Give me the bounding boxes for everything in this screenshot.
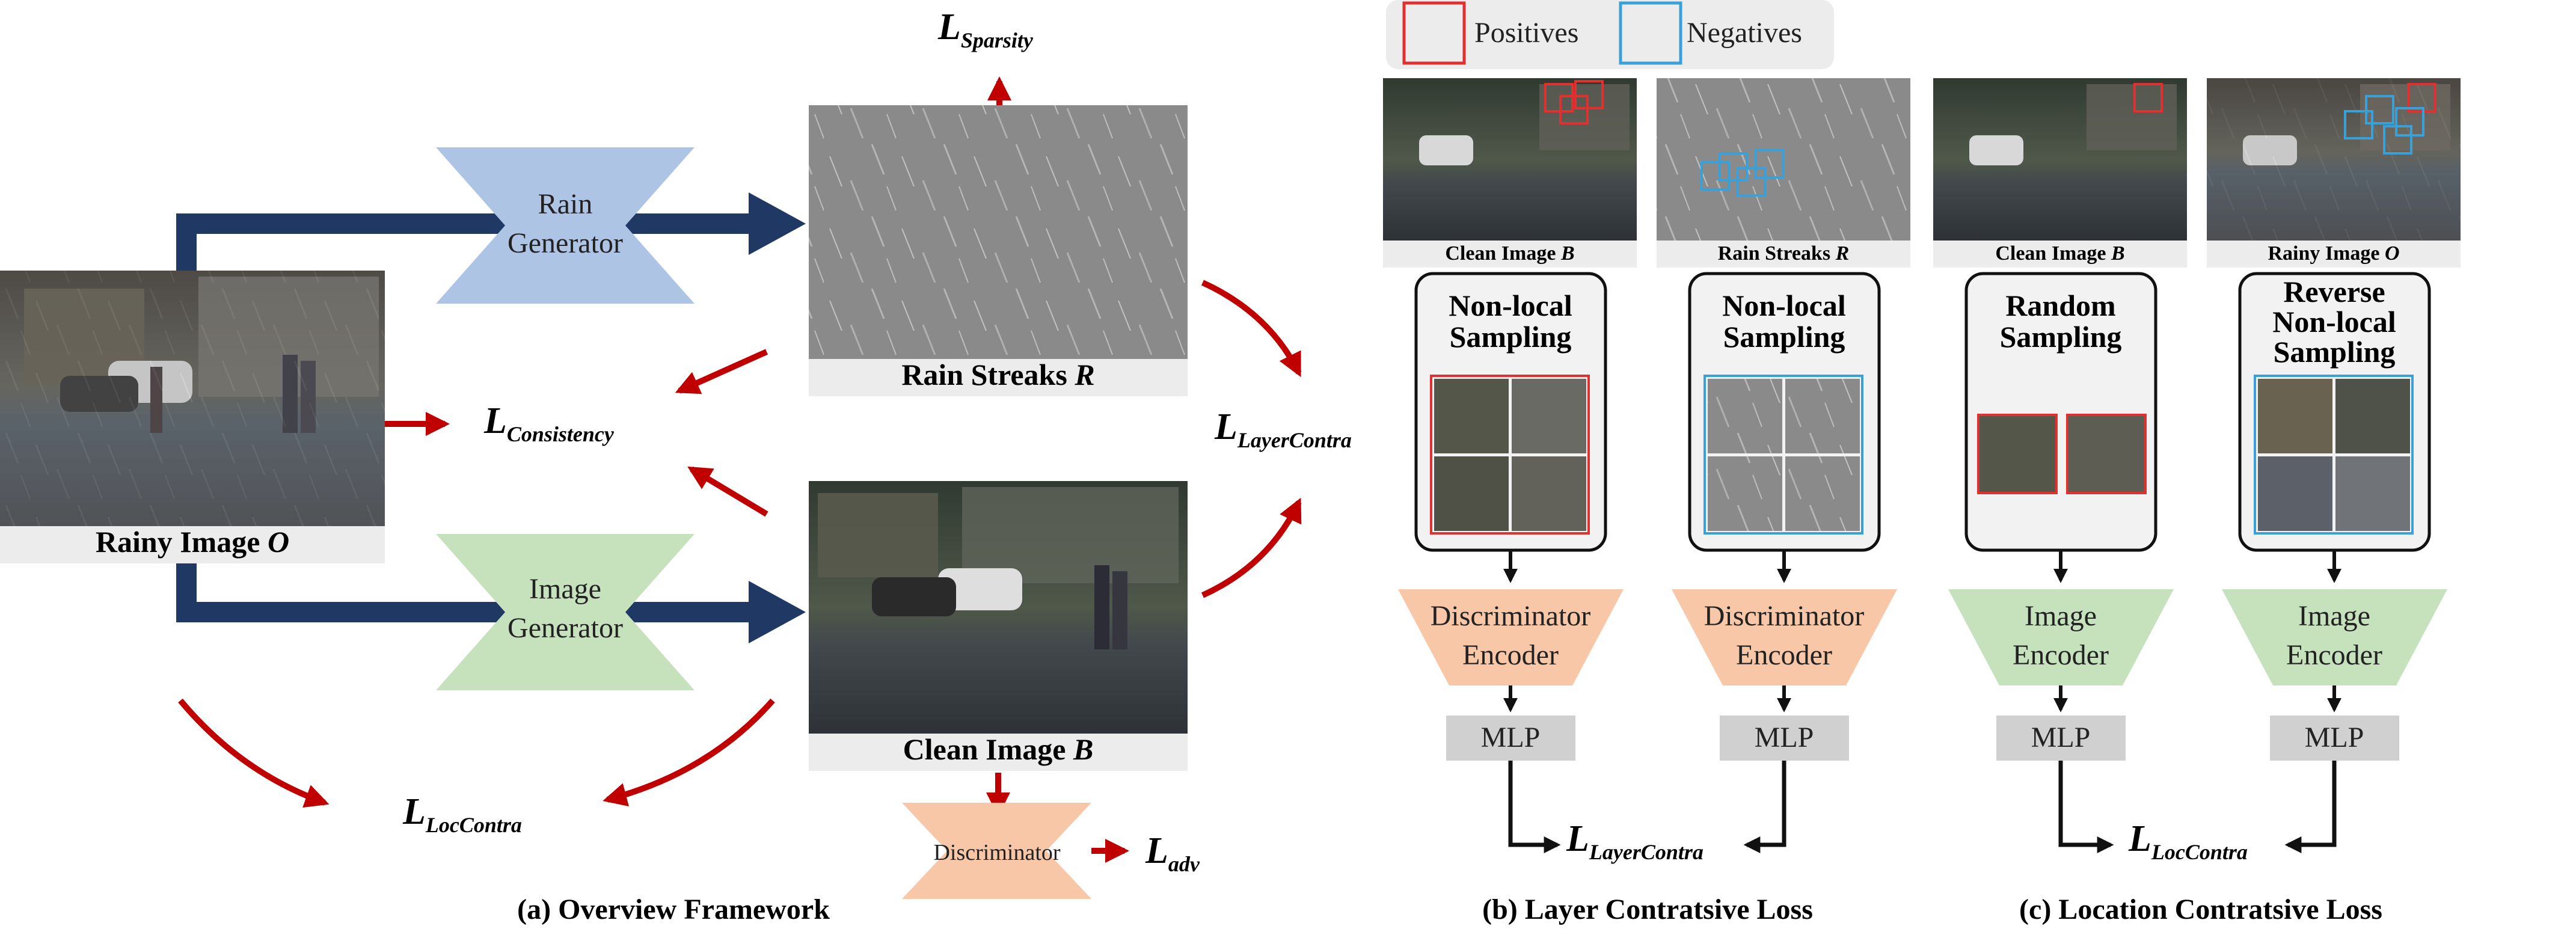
panel-b-clean-label-bg (1383, 241, 1637, 268)
layercontra-arrow-top (1201, 280, 1302, 378)
panel-c-sample-pair (1977, 414, 2147, 494)
panel-c-mlp-2 (2270, 716, 2399, 761)
panel-b-sample-grid-1 (1430, 375, 1590, 535)
panel-c-encoder-2-line1: Image (2298, 600, 2370, 632)
panel-c-rainy-image (2207, 78, 2461, 241)
panel-c-mlp-2-label: MLP (2305, 722, 2364, 753)
loss-sparsity: LSparsity (937, 7, 1034, 52)
rain-generator (436, 147, 695, 304)
panel-b-merge-arrow-right (1743, 761, 1786, 853)
panel-c-sampling-2-line3: Sampling (2274, 335, 2396, 369)
rainy-image-caption: Rainy Image O (96, 525, 289, 559)
panel-b-sampling-1-line1: Non-local (1449, 289, 1572, 322)
clean-image-b (809, 481, 1188, 734)
loccontra-arrow-left (178, 698, 330, 808)
panel-c-loss: LLocContra (2128, 818, 2248, 864)
discriminator (902, 803, 1091, 899)
panel-c-clean-image (1933, 78, 2187, 241)
caption-a: (a) Overview Framework (517, 894, 830, 925)
panel-b-encoder-2-line2: Encoder (1736, 639, 1832, 671)
panel-c-encoder-2 (2222, 589, 2447, 685)
loss-layercontra-a: LLayerContra (1214, 406, 1352, 452)
consistency-arrow-top (675, 349, 768, 394)
rain-streaks-image (809, 105, 1188, 359)
panel-c-rainy-label-bg (2207, 241, 2461, 268)
panel-b-loss: LLayerContra (1566, 818, 1704, 864)
loss-loccontra-a: LLocContra (402, 791, 522, 837)
positives-swatch (1402, 1, 1466, 65)
panel-c-merge-arrow-right (2284, 761, 2337, 853)
panel-c-sample-grid-2 (2254, 375, 2414, 535)
panel-b-rain-image (1657, 78, 1910, 241)
panel-b-sampling-2-line1: Non-local (1722, 289, 1846, 322)
rain-streaks-label-bg (809, 359, 1188, 396)
image-generator (436, 534, 695, 690)
panel-c-mlp-1-label: MLP (2031, 722, 2091, 753)
panel-c-encoder-1-line2: Encoder (2013, 639, 2109, 671)
rain-generator-label-2: Generator (508, 227, 623, 259)
loss-adv: Ladv (1145, 830, 1200, 876)
panel-b-clean-caption: Clean Image B (1445, 242, 1574, 265)
panel-b-rain-label-bg (1657, 241, 1910, 268)
positives-label: Positives (1474, 17, 1578, 49)
panel-b-mlp-2-label: MLP (1755, 722, 1814, 753)
panel-c-sampling-1-line1: Random (2005, 289, 2115, 322)
image-generator-label-1: Image (529, 573, 601, 605)
panel-b-sampling-1-line2: Sampling (1450, 320, 1572, 354)
panel-c-sampling-2-line1: Reverse (2283, 275, 2385, 308)
panel-b-mlp-1-label: MLP (1481, 722, 1541, 753)
panel-c-sampling-1-line2: Sampling (2000, 320, 2122, 354)
panel-b-merge-arrow-left (1508, 761, 1561, 853)
image-generator-label-2: Generator (508, 612, 623, 644)
legend (1386, 0, 1834, 69)
panel-b-encoder-1-line2: Encoder (1462, 639, 1559, 671)
clean-image-label-bg (809, 734, 1188, 771)
rainy-image-o (0, 271, 385, 526)
panel-c-clean-caption: Clean Image B (1995, 242, 2124, 265)
rainy-image-label-bg (0, 526, 385, 563)
panel-c-mlp-1 (1996, 716, 2126, 761)
panel-b-encoder-2 (1672, 589, 1897, 685)
panel-c-clean-label-bg (1933, 241, 2187, 268)
panel-b-encoder-1 (1398, 589, 1624, 685)
panel-b-clean-image (1383, 78, 1637, 241)
rain-path-arrowhead (749, 192, 806, 255)
panel-c-encoder-1-line1: Image (2025, 600, 2097, 632)
negatives-label: Negatives (1687, 17, 1802, 49)
panel-b-mlp-2 (1720, 716, 1849, 761)
caption-b: (b) Layer Contratsive Loss (1482, 894, 1813, 925)
panel-b-mlp-1 (1446, 716, 1575, 761)
loccontra-arrow-right (603, 698, 775, 807)
consistency-arrow-bottom (687, 466, 768, 517)
caption-c: (c) Location Contratsive Loss (2019, 894, 2382, 925)
rain-generator-label-1: Rain (538, 188, 593, 220)
panel-b-sampling-2-line2: Sampling (1723, 320, 1845, 354)
layercontra-arrow-bottom (1201, 497, 1302, 598)
panel-b-encoder-2-line1: Discriminator (1704, 600, 1865, 632)
discriminator-label: Discriminator (933, 840, 1060, 865)
panel-c-sampling-2-line2: Non-local (2272, 305, 2396, 339)
panel-c-encoder-2-line2: Encoder (2286, 639, 2382, 671)
panel-c-merge-arrow-left (2058, 761, 2114, 853)
panel-b-encoder-1-line1: Discriminator (1431, 600, 1591, 632)
panel-b-rain-caption: Rain Streaks R (1718, 242, 1850, 265)
loss-consistency: LConsistency (483, 400, 615, 446)
clean-path-arrowhead (749, 581, 806, 643)
panel-b-sample-grid-2 (1704, 375, 1863, 535)
panel-c-rainy-caption: Rainy Image O (2268, 242, 2399, 265)
negatives-swatch (1619, 1, 1682, 65)
panel-c-encoder-1 (1948, 589, 2174, 685)
rain-streaks-caption: Rain Streaks R (901, 358, 1094, 391)
clean-image-caption: Clean Image B (903, 732, 1094, 766)
